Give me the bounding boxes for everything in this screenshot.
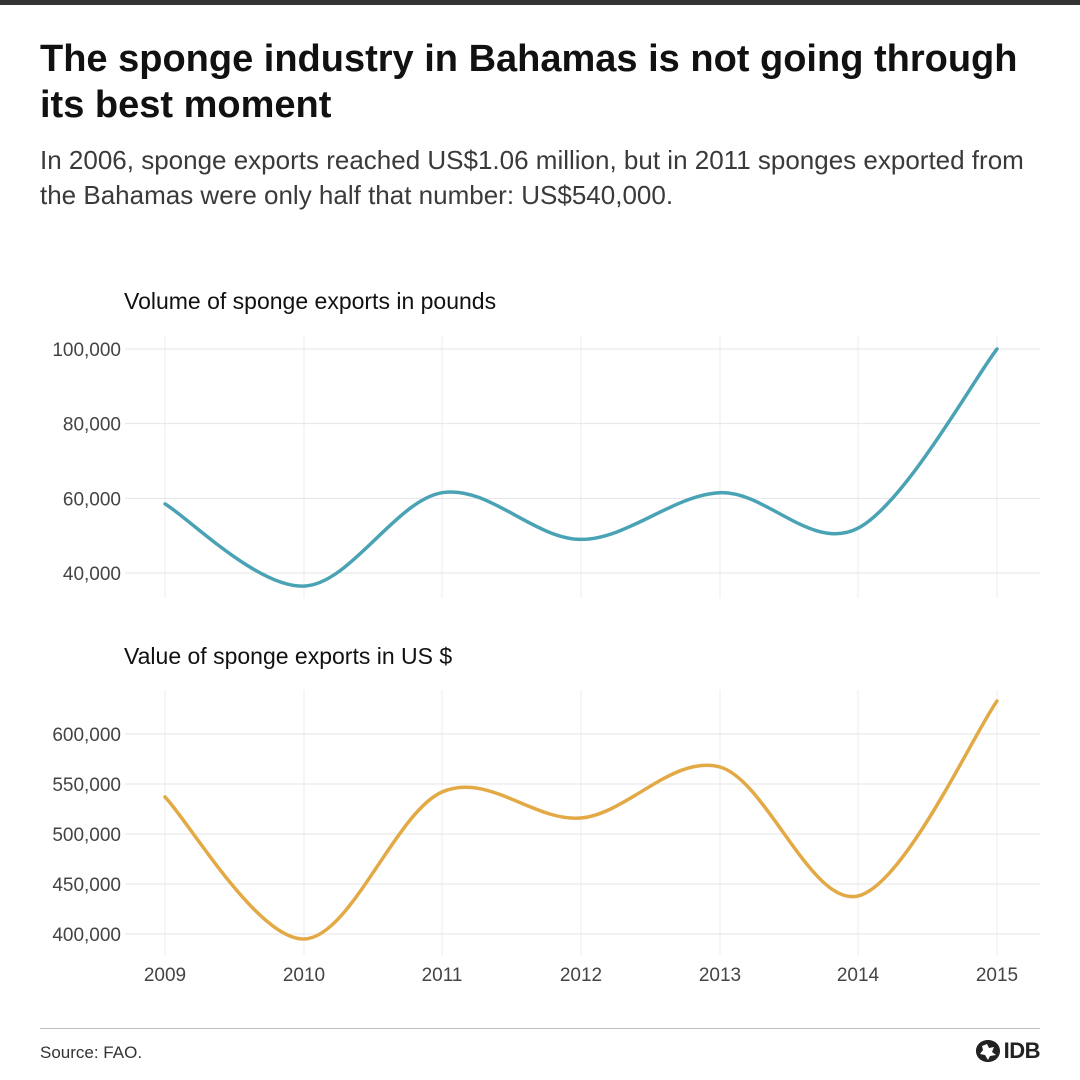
idb-logo-text: IDB: [1003, 1038, 1041, 1063]
y-tick-label: 450,000: [52, 875, 121, 896]
chart-title: Volume of sponge exports in pounds: [124, 288, 496, 314]
top-bar: [0, 0, 1080, 5]
data-point-2015: [996, 700, 999, 703]
y-tick-label: 550,000: [52, 775, 121, 796]
x-tick-label: 2010: [283, 965, 325, 986]
x-tick-label: 2012: [560, 965, 602, 986]
data-point-2010: [303, 938, 306, 941]
data-point-2010: [303, 585, 306, 588]
data-point-2013: [719, 766, 722, 769]
y-tick-label: 60,000: [63, 489, 121, 510]
y-tick-label: 100,000: [52, 340, 121, 361]
data-point-2011: [441, 791, 444, 794]
y-tick-label: 500,000: [52, 825, 121, 846]
data-point-2013: [719, 491, 722, 494]
x-tick-label: 2011: [422, 965, 463, 986]
data-point-2012: [580, 817, 583, 820]
data-point-2014: [857, 527, 860, 530]
charts-canvas: 40,000 60,000 80,000 100,000 Volume of spong…: [52, 288, 1040, 986]
page-subtitle: In 2006, sponge exports reached US$1.06 …: [40, 145, 1024, 210]
data-point-2014: [857, 895, 860, 898]
data-point-2011: [441, 491, 444, 494]
data-point-2015: [996, 348, 999, 351]
y-tick-label: 400,000: [52, 925, 121, 946]
page-title: The sponge industry in Bahamas is not go…: [40, 38, 1018, 126]
idb-logo-icon: [975, 1040, 1000, 1062]
x-tick-label: 2009: [144, 965, 186, 986]
data-point-2009: [164, 502, 167, 505]
idb-logo: IDB: [975, 1038, 1041, 1064]
x-tick-label: 2013: [699, 965, 741, 986]
footer-divider: [40, 1028, 1040, 1029]
data-point-2009: [164, 796, 167, 799]
y-tick-label: 40,000: [63, 564, 121, 585]
series-line: [163, 699, 999, 941]
source-note: Source: FAO.: [40, 1043, 143, 1062]
chart-title: Value of sponge exports in US $: [124, 643, 452, 669]
data-point-2012: [580, 538, 583, 541]
x-tick-label: 2014: [837, 965, 880, 986]
y-tick-label: 80,000: [63, 415, 121, 436]
series-line: [163, 347, 999, 588]
value-chart: 400,000 450,000 500,000 550,000 600,000 Value…: [52, 643, 1040, 986]
x-tick-label: 2015: [976, 965, 1018, 986]
volume-chart: 40,000 60,000 80,000 100,000 Volume of spong…: [52, 288, 1040, 598]
y-tick-label: 600,000: [52, 725, 121, 746]
